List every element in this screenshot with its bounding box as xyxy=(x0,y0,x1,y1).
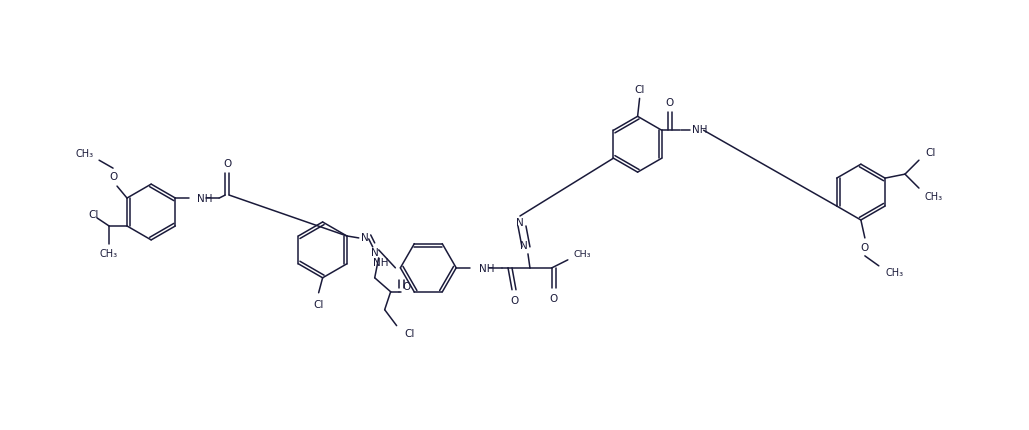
Text: NH: NH xyxy=(198,194,213,203)
Text: O: O xyxy=(223,159,232,169)
Text: O: O xyxy=(666,98,674,108)
Text: N: N xyxy=(517,218,524,227)
Text: N: N xyxy=(520,240,528,250)
Text: O: O xyxy=(109,172,117,182)
Text: Cl: Cl xyxy=(925,148,935,158)
Text: Cl: Cl xyxy=(635,85,645,95)
Text: CH₃: CH₃ xyxy=(76,149,94,159)
Text: CH₃: CH₃ xyxy=(886,267,903,277)
Text: CH₃: CH₃ xyxy=(574,250,592,259)
Text: O: O xyxy=(860,243,870,252)
Text: NH: NH xyxy=(372,257,388,267)
Text: Cl: Cl xyxy=(404,328,415,338)
Text: Cl: Cl xyxy=(314,299,324,309)
Text: O: O xyxy=(402,281,411,291)
Text: CH₃: CH₃ xyxy=(100,248,118,258)
Text: N: N xyxy=(370,247,379,257)
Text: CH₃: CH₃ xyxy=(925,192,943,202)
Text: N: N xyxy=(361,232,368,243)
Text: Cl: Cl xyxy=(87,209,99,219)
Text: O: O xyxy=(549,293,558,303)
Text: O: O xyxy=(510,295,519,305)
Text: NH: NH xyxy=(691,125,707,135)
Text: NH: NH xyxy=(480,263,495,273)
